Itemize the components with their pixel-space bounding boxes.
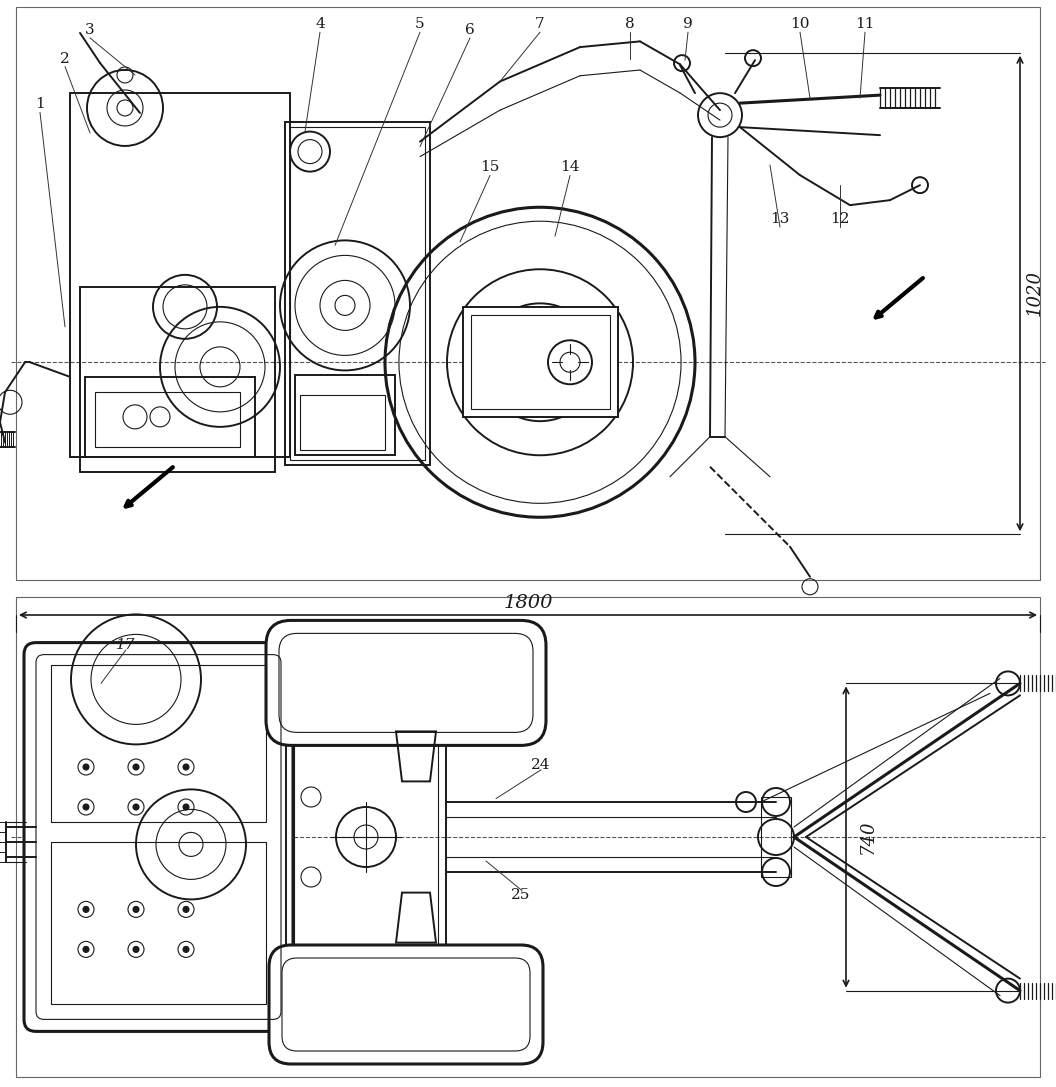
Circle shape [133, 804, 139, 810]
Bar [84, 377, 254, 457]
Bar [51, 842, 266, 1004]
Bar [761, 797, 791, 877]
Text: 24: 24 [531, 758, 551, 772]
Text: 1800: 1800 [504, 594, 552, 612]
Bar [294, 725, 438, 949]
Text: 12: 12 [830, 212, 850, 226]
Circle shape [83, 947, 89, 952]
Circle shape [183, 907, 189, 912]
Text: 17: 17 [116, 638, 136, 652]
Bar [70, 93, 290, 457]
Text: 1: 1 [35, 98, 44, 111]
Bar [295, 375, 395, 455]
Text: 3: 3 [86, 23, 95, 37]
Bar [16, 7, 1040, 580]
Bar [16, 597, 1040, 1077]
Circle shape [83, 764, 89, 770]
Text: 4: 4 [315, 17, 325, 32]
Text: 10: 10 [790, 17, 810, 32]
Circle shape [183, 764, 189, 770]
Text: 11: 11 [855, 17, 874, 32]
Text: 13: 13 [770, 212, 790, 226]
Text: 1020: 1020 [1026, 271, 1044, 316]
Text: 5: 5 [415, 17, 425, 32]
FancyBboxPatch shape [266, 621, 546, 746]
Bar [471, 315, 610, 410]
FancyBboxPatch shape [24, 642, 293, 1032]
Circle shape [525, 347, 555, 378]
Bar [286, 717, 446, 957]
Circle shape [83, 804, 89, 810]
Text: 6: 6 [465, 23, 475, 37]
Bar [51, 664, 266, 822]
Text: 7: 7 [535, 17, 545, 32]
Circle shape [133, 947, 139, 952]
Circle shape [183, 947, 189, 952]
FancyBboxPatch shape [269, 945, 543, 1064]
Text: 9: 9 [683, 17, 693, 32]
Circle shape [133, 764, 139, 770]
Circle shape [133, 907, 139, 912]
Text: 740: 740 [859, 820, 876, 854]
Bar [290, 126, 425, 461]
Text: 14: 14 [561, 161, 580, 174]
Text: 8: 8 [625, 17, 635, 32]
Text: 2: 2 [60, 51, 70, 65]
Circle shape [83, 907, 89, 912]
Text: 15: 15 [480, 161, 499, 174]
Bar [300, 396, 385, 450]
Bar [285, 122, 430, 465]
Circle shape [183, 804, 189, 810]
Bar [463, 308, 618, 417]
Text: 25: 25 [511, 888, 531, 901]
Bar [80, 287, 275, 457]
Bar [95, 391, 240, 447]
